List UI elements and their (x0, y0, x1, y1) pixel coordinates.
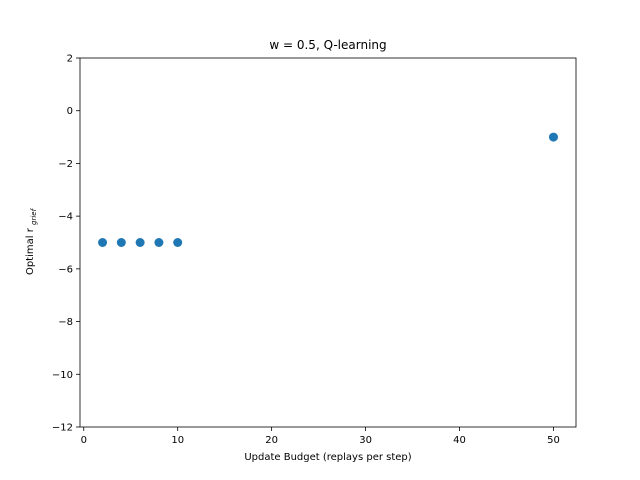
scatter-point (173, 238, 183, 247)
y-axis-label-main: Optimal r (25, 227, 36, 275)
x-axis-ticks: 0 10 20 30 40 50 (81, 427, 560, 446)
y-tick-label: 2 (67, 54, 73, 65)
y-axis-label-subscript: grief (30, 207, 38, 225)
y-tick-label: −2 (58, 159, 73, 170)
y-axis-label: Optimal r grief (25, 207, 38, 275)
scatter-points (98, 132, 558, 247)
x-tick-label: 40 (453, 435, 466, 446)
scatter-point (548, 132, 558, 142)
scatter-point (98, 238, 108, 247)
y-tick-label: −10 (52, 370, 73, 381)
chart-title: w = 0.5, Q-learning (269, 38, 386, 52)
y-tick-label: −12 (52, 423, 73, 434)
y-tick-label: −8 (58, 317, 73, 328)
x-tick-label: 10 (171, 435, 184, 446)
y-tick-label: −6 (58, 264, 73, 275)
x-axis-label: Update Budget (replays per step) (244, 452, 411, 463)
plot-frame (79, 57, 577, 428)
x-tick-label: 0 (81, 435, 87, 446)
x-tick-label: 50 (547, 435, 560, 446)
y-tick-label: 0 (67, 106, 73, 117)
scatter-point (135, 238, 145, 247)
y-tick-label: −4 (58, 212, 73, 223)
x-tick-label: 20 (265, 435, 278, 446)
scatter-point (154, 238, 164, 247)
y-axis-ticks: 2 0 −2 −4 −6 −8 −10 −12 (52, 54, 80, 434)
scatter-point (116, 238, 126, 247)
x-tick-label: 30 (359, 435, 372, 446)
